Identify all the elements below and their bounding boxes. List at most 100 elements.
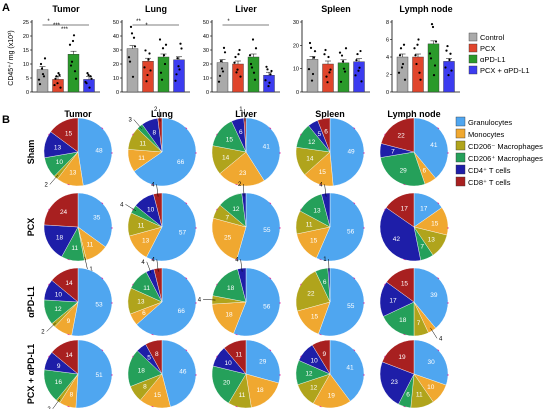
pie-slice-label: 1 xyxy=(239,107,243,113)
data-point xyxy=(71,39,75,43)
pie-slice-label: 22 xyxy=(307,291,315,298)
pie-slice xyxy=(385,192,415,228)
pie-slice xyxy=(316,192,365,262)
pie-slice-label: 2 xyxy=(154,107,158,113)
panel-a-ylabel: CD45⁺/ mg (x10³) xyxy=(8,30,15,85)
pie-slice-label: 9 xyxy=(57,363,61,370)
pie-slice-label: 2 xyxy=(41,329,45,335)
data-point xyxy=(359,49,362,53)
data-point xyxy=(313,50,317,53)
data-point xyxy=(86,72,89,75)
bar xyxy=(157,56,170,93)
pie-rim xyxy=(211,192,281,262)
data-point xyxy=(270,69,273,73)
y-tick-label: 0 xyxy=(296,90,299,96)
data-point xyxy=(310,79,314,82)
pie-slice-label: 46 xyxy=(179,369,187,376)
pie-slice-label: 15 xyxy=(311,314,319,321)
pie: 66 11 11 3 8 2 xyxy=(127,107,197,187)
pie-slice-label: 13 xyxy=(137,299,145,306)
data-point xyxy=(267,85,270,88)
pie-leader-line xyxy=(240,259,243,272)
pie-slice-label: 42 xyxy=(393,236,401,243)
data-point xyxy=(250,66,254,69)
data-point xyxy=(354,74,357,77)
pie-slice-label: 7 xyxy=(391,148,395,155)
pie-rim xyxy=(379,117,449,187)
data-point xyxy=(89,75,92,78)
legend-swatch xyxy=(455,140,466,151)
panel-label-b: B xyxy=(2,114,10,126)
data-point xyxy=(58,73,61,77)
pie-slice-label: 15 xyxy=(154,392,162,399)
significance-marker: ** xyxy=(136,19,141,25)
y-tick-label: 30 xyxy=(293,20,299,26)
pie-leader-line xyxy=(133,119,143,130)
pie: 51 8 2 16 9 14 xyxy=(43,339,113,409)
pie-slice-label: 8 xyxy=(153,130,157,137)
pie-slice xyxy=(50,117,79,153)
data-point xyxy=(251,38,255,41)
data-point xyxy=(54,77,57,80)
pie-slice-label: 11 xyxy=(239,392,246,399)
bar xyxy=(173,59,185,93)
pie-slice xyxy=(71,267,113,337)
pie-slice-label: 41 xyxy=(430,142,438,149)
legend-swatch xyxy=(455,176,466,187)
pie-slice xyxy=(136,267,197,337)
data-point xyxy=(218,74,222,77)
data-point xyxy=(73,70,77,73)
pie-leader-line xyxy=(203,299,216,301)
significance-marker: * xyxy=(145,23,148,29)
data-point xyxy=(327,55,330,59)
bar-chart-2: Liver 0 10 20 30 40 50 * xyxy=(203,4,280,96)
data-point xyxy=(399,47,403,50)
pie-slice-label: 14 xyxy=(306,155,314,162)
pie-slice-label: 30 xyxy=(428,359,436,366)
y-tick-label: 2 xyxy=(386,73,389,79)
pie-leader-line xyxy=(156,184,159,197)
pie-slice-label: 57 xyxy=(179,229,187,236)
y-tick-label: 0 xyxy=(116,90,119,96)
pie-slice-label: 22 xyxy=(397,133,405,140)
data-point xyxy=(233,61,236,64)
data-point xyxy=(179,42,182,45)
pie-slice-label: 15 xyxy=(65,130,73,137)
pie-slice xyxy=(245,339,281,384)
pie-slice-label: 4 xyxy=(151,257,155,263)
bar-chart-3: Spleen 0 10 20 30 xyxy=(293,4,370,96)
pie-slice-label: 4 xyxy=(198,297,202,303)
data-point xyxy=(59,86,62,89)
pie-slice xyxy=(51,267,79,303)
data-point xyxy=(239,75,242,78)
pie-slice-label: 11 xyxy=(86,242,93,249)
data-point xyxy=(342,67,346,70)
pie-slice-label: 12 xyxy=(305,370,313,377)
data-point xyxy=(307,68,311,71)
pie-rim xyxy=(295,267,365,337)
pie-slice-label: 55 xyxy=(347,303,355,310)
data-point xyxy=(87,73,90,77)
pie-slice xyxy=(379,207,421,262)
data-point xyxy=(358,66,361,69)
pie-slice-label: 13 xyxy=(142,238,150,245)
data-point xyxy=(158,38,162,41)
pie-slice xyxy=(329,339,365,402)
data-point xyxy=(56,82,59,85)
pie-slice-label: 11 xyxy=(235,351,242,358)
pie-leader-line xyxy=(84,256,88,270)
data-point xyxy=(145,80,148,83)
pie: 41 23 14 15 6 1 xyxy=(211,107,281,187)
data-point xyxy=(90,77,93,80)
pie-column-title: Lung xyxy=(151,109,173,119)
data-point xyxy=(132,36,136,39)
legend-label: PCX + αPD-L1 xyxy=(480,66,530,75)
bar xyxy=(443,61,455,93)
pie-leader-line xyxy=(146,261,152,274)
pie-grid: Tumor Lung Liver Spleen Lymph node Sham PCX αPD… xyxy=(26,107,449,409)
y-tick-label: 50 xyxy=(203,20,209,26)
data-point xyxy=(37,78,41,81)
